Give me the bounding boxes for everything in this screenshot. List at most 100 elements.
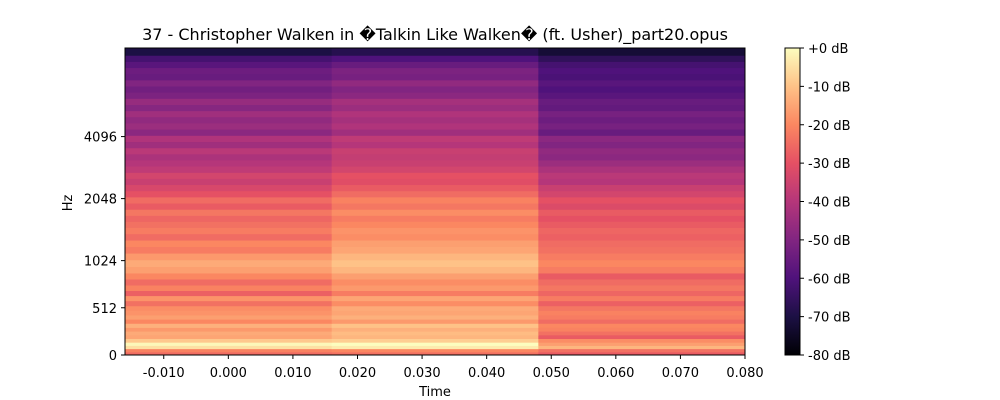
spectrogram-cell [125,239,333,248]
spectrogram-cell [331,184,539,192]
spectrogram-cell [125,55,333,62]
spectrogram-cell [331,61,539,69]
colorbar-tick-label: -70 dB [808,311,851,326]
spectrogram-cell [538,331,745,336]
x-tick-label: 0.040 [468,366,505,381]
spectrogram-cell [331,295,539,302]
spectrogram-cell [331,116,539,124]
spectrogram-cell [538,310,745,316]
spectrogram-cell [125,73,333,81]
y-tick-label: 4096 [84,131,117,146]
spectrogram-cell [331,159,539,167]
spectrogram-cell [331,135,539,143]
spectrogram-cell [125,233,333,241]
spectrogram-cell [331,300,539,307]
spectrogram-cell [538,48,745,56]
spectrogram-cell [538,79,745,87]
spectrogram-cell [538,110,745,118]
spectrogram-cell [538,104,745,112]
spectrogram-cell [125,209,333,216]
spectrogram-cell [538,141,745,149]
spectrogram-cell [331,227,539,235]
spectrogram-cell [331,73,539,81]
spectrogram-cell [331,259,539,268]
spectrogram-cell [125,165,333,173]
spectrogram-cell [331,128,539,136]
colorbar-tick-label: -10 dB [808,80,851,95]
spectrogram-cell [125,48,333,56]
spectrogram-cell [125,227,333,235]
spectrogram-cell [538,239,745,248]
chart-title: 37 - Christopher Walken in �Talkin Like … [142,25,728,45]
spectrogram-cell [538,172,745,179]
spectrogram-cell [538,73,745,81]
spectrogram-cell [125,85,333,93]
spectrogram-cell [331,209,539,216]
spectrogram-cell [538,92,745,99]
y-tick-label: 2048 [84,193,117,208]
spectrogram-cell [331,319,539,324]
spectrogram-cell [125,215,333,222]
spectrogram-cell [538,246,745,254]
spectrogram-cell [331,48,539,56]
spectrogram-cell [331,122,539,130]
spectrogram-cell [538,290,745,297]
spectrogram-cell [331,310,539,316]
colorbar-tick-label: -30 dB [808,157,851,172]
spectrogram-cell [125,305,333,311]
spectrogram-cell [538,300,745,307]
spectrogram-cell [331,104,539,112]
x-tick-label: -0.010 [143,366,185,381]
spectrogram-cell [125,190,333,198]
spectrogram-cell [538,272,745,280]
spectrogram-cell [125,319,333,324]
spectrogram-cell [331,165,539,173]
spectrogram-cell [331,141,539,149]
spectrogram-cell [538,215,745,222]
spectrogram-cell [125,348,333,353]
spectrogram-cell [125,290,333,297]
spectrogram-cell [125,252,333,261]
spectrogram-cell [125,98,333,105]
spectrogram-cell [331,284,539,292]
spectrogram-cell [538,233,745,241]
spectrogram-cell [331,327,539,332]
spectrogram-cell [538,351,745,355]
x-tick-label: 0.000 [210,366,247,381]
spectrogram-cell [125,159,333,167]
spectrogram-cell [125,295,333,302]
y-tick-label: 512 [92,302,117,317]
colorbar-tick-label: -60 dB [808,272,851,287]
x-axis-label: Time [418,385,451,400]
spectrogram-cell [125,122,333,130]
spectrogram-cell [125,259,333,268]
spectrogram-cell [538,61,745,69]
spectrogram-cell [331,98,539,105]
spectrogram-cell [538,266,745,274]
colorbar-tick-label: -80 dB [808,349,851,364]
x-tick-label: 0.030 [403,366,440,381]
spectrogram-cell [538,345,745,350]
spectrogram-cell [125,184,333,192]
spectrogram-cell [331,338,539,343]
x-tick-label: 0.080 [726,366,763,381]
spectrogram-cell [538,128,745,136]
spectrogram-cell [331,153,539,161]
spectrogram-cell [125,110,333,118]
spectrogram-cell [331,110,539,118]
spectrogram-cell [331,239,539,248]
colorbar-tick-label: -50 dB [808,234,851,249]
spectrogram-cell [331,190,539,198]
spectrogram-cell [125,61,333,69]
spectrogram-cell [331,196,539,204]
spectrogram-cell [125,128,333,136]
spectrogram-cell [538,327,745,332]
spectrogram-cell [331,246,539,254]
spectrogram-cell [125,314,333,320]
spectrogram-cell [538,202,745,210]
spectrogram-cell [538,338,745,343]
colorbar [784,47,801,356]
spectrogram-cell [538,334,745,339]
plot-frame [124,47,746,356]
x-tick-label: 0.050 [533,366,570,381]
